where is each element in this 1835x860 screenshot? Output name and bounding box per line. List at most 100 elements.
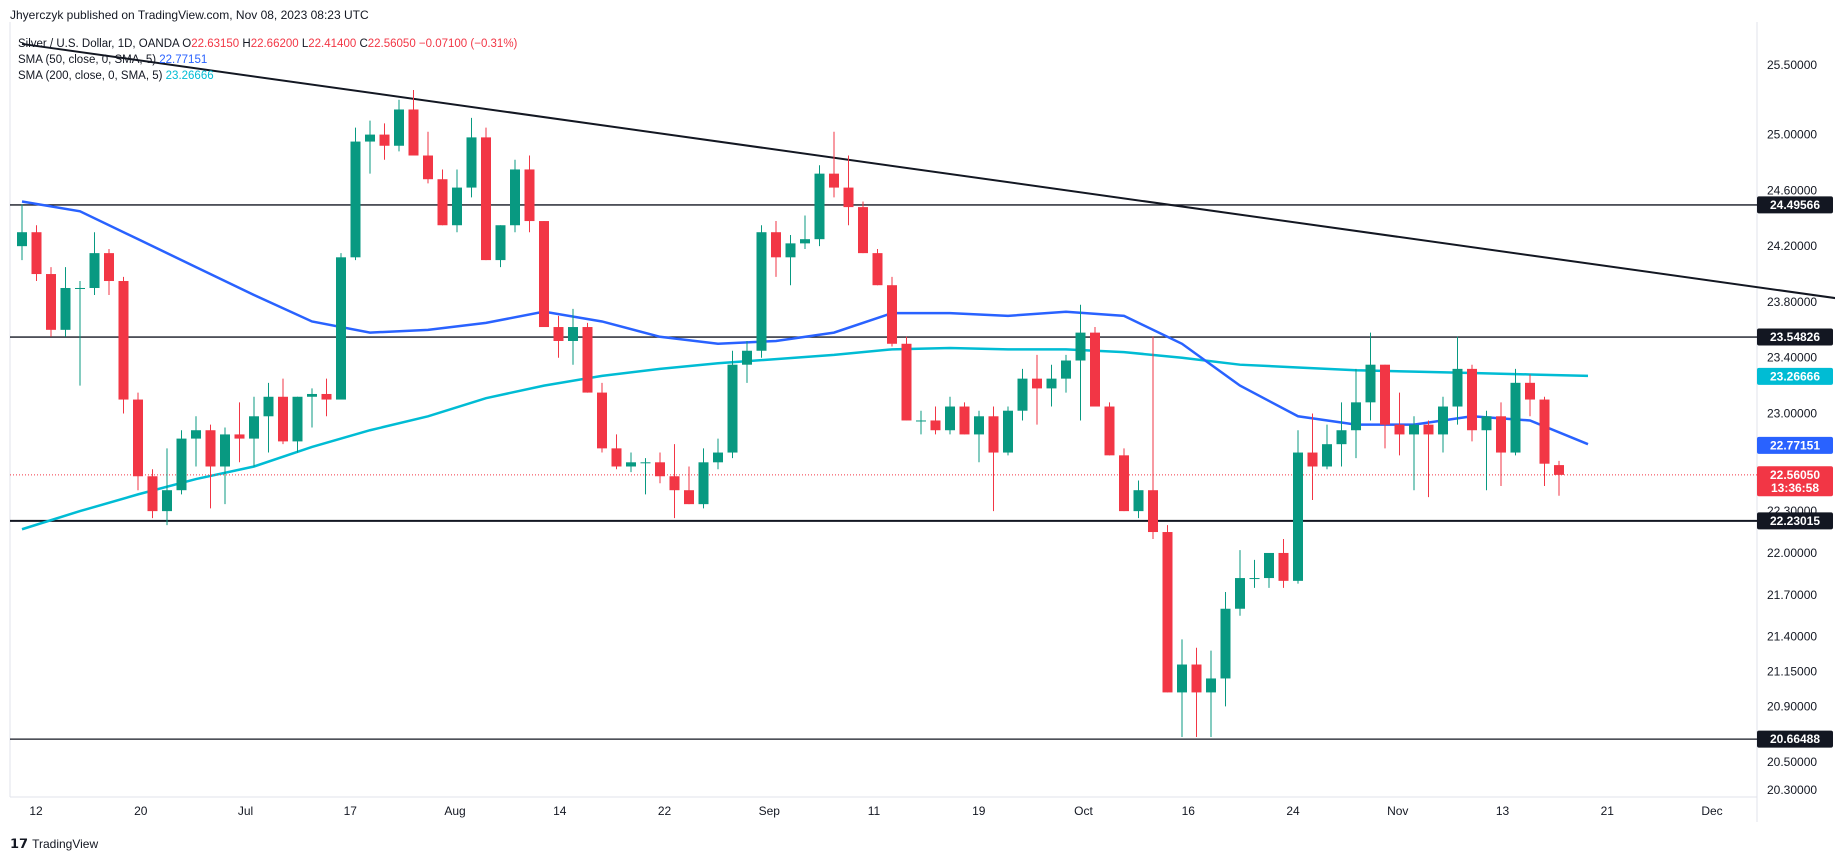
price-axis-tag xyxy=(1757,196,1833,214)
x-tick-label: Aug xyxy=(444,804,465,818)
candle-body xyxy=(89,253,100,288)
candle-body xyxy=(466,137,477,188)
legend-high-label: H xyxy=(242,38,251,50)
y-tick-label: 24.60000 xyxy=(1767,183,1817,197)
candle-body xyxy=(524,169,535,222)
y-tick-label: 23.80000 xyxy=(1767,295,1817,309)
x-tick-label: 21 xyxy=(1601,804,1615,818)
candle-body xyxy=(75,287,85,289)
candle-body xyxy=(307,393,317,397)
y-tick-label: 21.70000 xyxy=(1767,588,1817,602)
legend-sma200-row[interactable]: SMA (200, close, 0, SMA, 5) 23.26666 xyxy=(18,68,517,84)
candle-body xyxy=(1380,364,1390,425)
legend-symbol[interactable]: Silver / U.S. Dollar, 1D, OANDA xyxy=(18,38,180,50)
candle-body xyxy=(1206,678,1216,693)
candle-body xyxy=(1452,368,1463,407)
candle-body xyxy=(379,134,390,146)
candle-body xyxy=(104,253,114,282)
candle-body xyxy=(1003,410,1013,453)
candle-body xyxy=(800,239,810,244)
candle-body xyxy=(742,350,752,365)
x-tick-label: Sep xyxy=(759,804,781,818)
candle-body xyxy=(597,392,607,449)
price-axis-tag-label: 23.26666 xyxy=(1770,369,1820,383)
candle-body xyxy=(887,285,897,344)
price-axis-tag xyxy=(1757,466,1833,497)
candle-body xyxy=(336,257,346,400)
candle-body xyxy=(1394,424,1405,435)
legend-sma50-value: 22.77151 xyxy=(159,54,208,66)
candle-body xyxy=(1046,378,1057,389)
candle-body xyxy=(945,406,955,431)
candle-body xyxy=(205,430,216,467)
candle-body xyxy=(365,134,375,142)
candle-body xyxy=(1423,424,1434,435)
candle-body xyxy=(640,462,651,464)
candle-body xyxy=(1510,382,1521,453)
candle-body xyxy=(1133,490,1144,512)
x-tick-label: 12 xyxy=(29,804,43,818)
candle-body xyxy=(278,396,288,442)
y-tick-label: 24.20000 xyxy=(1767,239,1817,253)
tradingview-logo[interactable]: 𝟭𝟳 TradingView xyxy=(10,836,98,852)
legend-close-label: C xyxy=(359,38,368,50)
candle-body xyxy=(1539,399,1550,464)
candle-body xyxy=(1119,455,1129,512)
candle-body xyxy=(669,476,680,491)
candle-body xyxy=(930,420,941,431)
legend-low-value: 22.41400 xyxy=(308,38,357,50)
candle-body xyxy=(452,187,462,226)
candle-body xyxy=(1249,578,1260,580)
legend-sma200-label: SMA (200, close, 0, SMA, 5) xyxy=(18,70,163,82)
tradingview-logo-text: TradingView xyxy=(32,837,99,851)
candle-body xyxy=(321,393,332,400)
tradingview-logo-icon: 𝟭𝟳 xyxy=(10,836,29,851)
x-tick-label: 20 xyxy=(134,804,148,818)
candle-body xyxy=(843,187,854,208)
candle-body xyxy=(1336,430,1347,445)
candle-body xyxy=(1554,465,1564,475)
candle-body xyxy=(147,476,158,512)
candle-body xyxy=(1032,378,1042,389)
candle-body xyxy=(263,396,274,417)
candle-body xyxy=(1148,490,1158,533)
candle-body xyxy=(771,232,781,258)
x-tick-label: Nov xyxy=(1387,804,1408,818)
legend-ohlc-row: Silver / U.S. Dollar, 1D, OANDA O22.6315… xyxy=(18,36,517,52)
y-tick-label: 21.15000 xyxy=(1767,664,1817,678)
candle-body xyxy=(1409,424,1419,435)
price-axis-tag-label: 22.23015 xyxy=(1770,514,1820,528)
candle-body xyxy=(829,173,839,188)
sma50-line xyxy=(21,200,1589,446)
candle-body xyxy=(1264,552,1274,579)
candle-body xyxy=(220,434,230,467)
price-axis-tag xyxy=(1757,367,1833,385)
candle-body xyxy=(1177,664,1187,693)
candle-body xyxy=(1191,664,1202,693)
candle-body xyxy=(698,462,709,505)
candle-body xyxy=(1235,578,1245,609)
candle-body xyxy=(394,109,404,146)
legend-open-value: 22.63150 xyxy=(191,38,240,50)
price-countdown-label: 13:36:58 xyxy=(1771,481,1819,495)
candle-body xyxy=(684,490,694,505)
y-tick-label: 23.00000 xyxy=(1767,407,1817,421)
x-tick-label: 19 xyxy=(972,804,986,818)
y-tick-label: 25.50000 xyxy=(1767,58,1817,72)
price-axis-tag-label: 22.56050 xyxy=(1770,468,1820,482)
candle-body xyxy=(756,232,767,351)
candle-body xyxy=(437,179,448,226)
candle-body xyxy=(901,343,912,421)
publish-line: Jhyerczyk published on TradingView.com, … xyxy=(10,8,369,22)
candle-body xyxy=(916,420,926,422)
candle-body xyxy=(611,448,622,467)
y-tick-label: 22.00000 xyxy=(1767,546,1817,560)
candle-body xyxy=(539,221,549,328)
sma200-line xyxy=(21,346,1589,531)
legend-high-value: 22.66200 xyxy=(250,38,299,50)
price-axis-tag xyxy=(1757,436,1833,454)
legend-sma50-row[interactable]: SMA (50, close, 0, SMA, 5) 22.77151 xyxy=(18,52,517,68)
candle-body xyxy=(495,225,506,261)
candle-body xyxy=(1438,406,1448,435)
